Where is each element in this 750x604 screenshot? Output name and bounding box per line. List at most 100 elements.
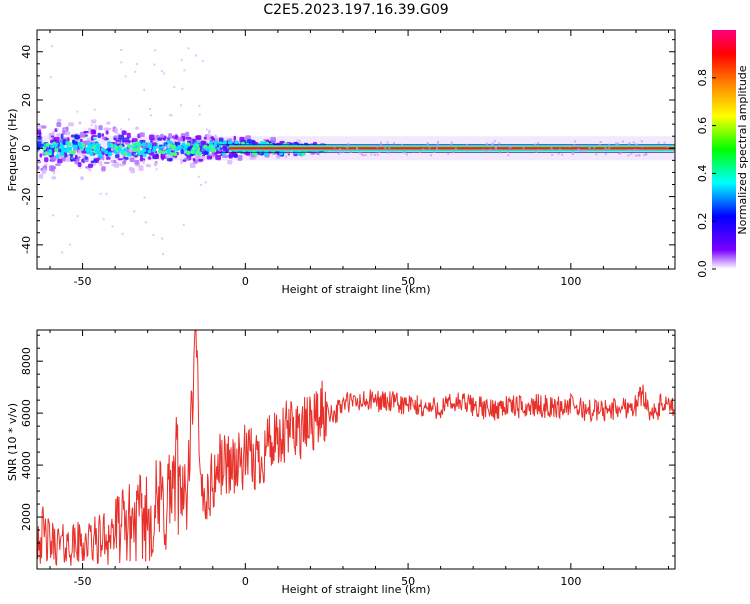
heatmap-cell [338,152,341,155]
heatmap-cell [495,147,498,150]
colorbar: 0.0 0.2 0.4 0.6 0.8 Normalized spectral ampl… [696,30,749,278]
heatmap-cell [604,152,607,155]
heatmap-cell [72,139,76,144]
x-tick-label: 50 [401,275,415,288]
heatmap-cell [121,232,124,235]
heatmap-cell [595,153,598,156]
heatmap-cell [144,221,147,224]
heatmap-cell [149,139,153,143]
heatmap-cell [498,142,501,145]
heatmap-cell [94,148,99,153]
heatmap-cell [183,157,190,161]
heatmap-cell [79,138,83,143]
heatmap-cell [636,149,639,152]
heatmap-cell [131,140,134,143]
colorbar-ticks: 0.0 0.2 0.4 0.6 0.8 [696,69,716,278]
heatmap-cell [393,142,396,145]
heatmap-cell [49,76,52,79]
heatmap-cell [358,150,361,153]
heatmap-cell [386,141,389,144]
heatmap-cell [356,147,359,150]
heatmap-cell [168,140,173,145]
heatmap-cell [177,145,182,150]
heatmap-cell [107,143,112,148]
heatmap-cell [498,151,501,154]
heatmap-cell [56,122,62,128]
heatmap-cell [105,192,108,195]
heatmap-cell [90,129,96,134]
heatmap-cell [81,143,86,148]
heatmap-cell [123,151,128,156]
heatmap-cell [111,225,114,228]
heatmap-cell [73,144,78,149]
heatmap-cell [145,163,152,168]
heatmap-cell [147,149,152,154]
heatmap-cell [376,153,379,156]
heatmap-cell [186,150,191,155]
heatmap-cell [628,142,631,145]
heatmap-cell [558,148,561,151]
x-tick-label: 0 [242,275,249,288]
heatmap-cell [41,125,47,129]
heatmap-cell [44,157,49,163]
heatmap-cell [172,157,175,160]
y-tick-label: -40 [20,236,33,254]
heatmap-cell [284,155,288,159]
heatmap-cell [507,154,510,157]
heatmap-cell [44,151,49,156]
heatmap-cell [436,143,439,146]
heatmap-cell [561,153,564,156]
heatmap-cell [498,145,501,148]
heatmap-cell [577,148,580,151]
heatmap-cell [143,196,146,199]
heatmap-cell [485,150,488,153]
heatmap-cell [333,146,336,149]
heatmap-cell [130,167,135,174]
heatmap-cell [166,158,173,162]
heatmap-cell [346,146,349,149]
heatmap-cell [576,144,579,147]
heatmap-cell [173,85,176,88]
heatmap-cell [168,133,172,139]
heatmap-cell [157,146,163,149]
heatmap-cell [120,128,123,131]
heatmap-cell [105,130,109,135]
heatmap-cell [419,150,422,153]
heatmap-cell [162,72,165,75]
heatmap-cell [608,143,611,146]
heatmap-cell [577,149,580,152]
heatmap-cell [70,157,74,160]
heatmap-cell [339,148,342,151]
heatmap-cell [37,136,42,140]
heatmap-cell [187,47,190,50]
heatmap-cell [138,165,144,171]
heatmap-cell [48,149,53,154]
heatmap-cell [115,154,120,159]
heatmap-cell [450,143,453,146]
heatmap-cell [450,141,453,144]
heatmap-cell [64,148,69,152]
heatmap-cell [522,147,525,150]
heatmap-cell [180,104,183,107]
heatmap-cell [568,145,571,148]
x-tick-label: 100 [560,275,581,288]
heatmap-cell [657,141,660,144]
heatmap-cell [105,156,111,160]
snr-ticks: -50 0 50 100 2000 4000 6000 8000 [20,330,675,588]
heatmap-cell [593,146,596,149]
heatmap-cell [126,132,131,139]
heatmap-cell [141,142,146,147]
heatmap-cell [42,146,47,151]
heatmap-cell [446,144,449,147]
heatmap-cell [508,146,511,149]
heatmap-cell [160,69,163,72]
heatmap-cell [436,145,439,148]
heatmap-cell [165,139,170,143]
heatmap-cell [50,144,55,149]
y-tick-label: 0 [20,145,33,152]
heatmap-cell [197,151,202,156]
heatmap-cell [66,137,70,142]
heatmap-cell [663,141,666,144]
heatmap-cell [228,154,231,158]
heatmap-cell [182,223,185,226]
